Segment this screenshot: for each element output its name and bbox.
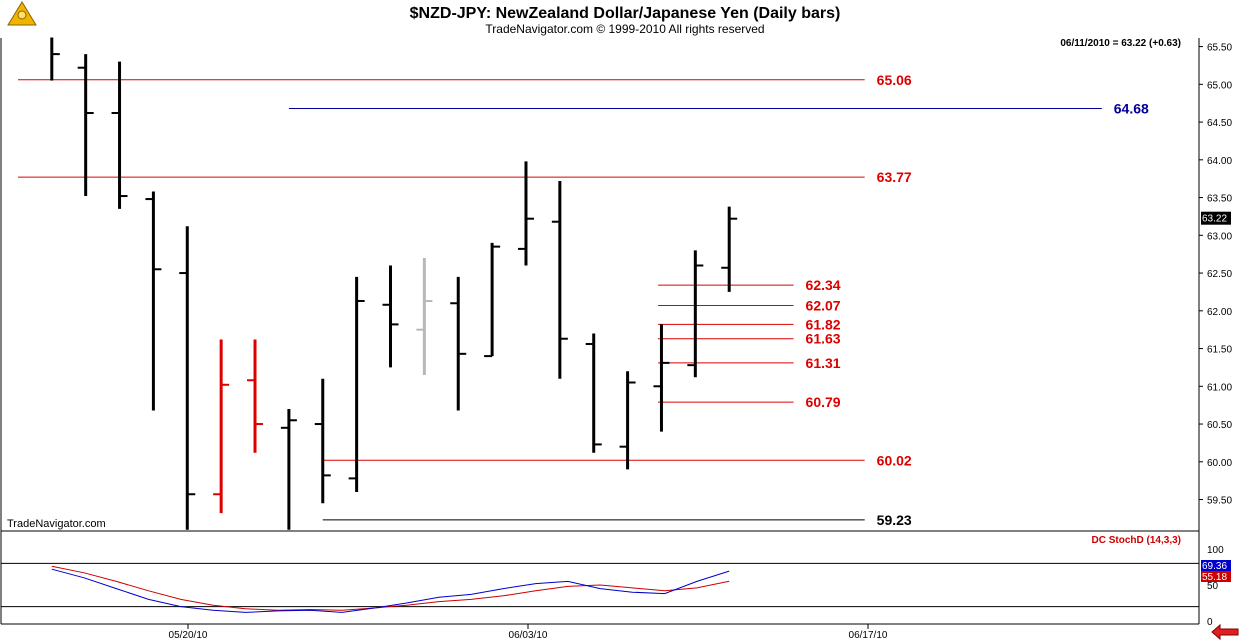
price-tick-label: 62.00 bbox=[1207, 307, 1232, 318]
level-label: 60.79 bbox=[806, 394, 841, 410]
last-price-label: 63.22 bbox=[1202, 214, 1227, 225]
date-tick-label: 05/20/10 bbox=[169, 630, 208, 641]
last-price-marker bbox=[1201, 211, 1231, 225]
level-label: 61.82 bbox=[806, 316, 841, 332]
price-tick-label: 59.50 bbox=[1207, 496, 1232, 507]
price-tick-label: 60.00 bbox=[1207, 458, 1232, 469]
stoch-d-line bbox=[51, 565, 730, 611]
stochastic-indicator: 100 50 0 bbox=[1, 545, 1224, 628]
level-label: 62.34 bbox=[806, 277, 841, 293]
price-axis-ticks: 65.50 65.00 64.50 64.00 63.50 63.00 62.50 62.00… bbox=[1199, 43, 1232, 507]
indicator-name: DC StochD (14,3,3) bbox=[1092, 535, 1181, 546]
indicator-tick-label: 100 bbox=[1207, 545, 1224, 556]
scroll-left-arrow-icon[interactable] bbox=[1211, 623, 1239, 641]
level-label: 65.06 bbox=[877, 72, 912, 88]
level-label: 59.23 bbox=[877, 512, 912, 528]
price-tick-label: 63.00 bbox=[1207, 231, 1232, 242]
date-axis-ticks: 05/20/10 06/03/10 06/17/10 bbox=[169, 624, 888, 641]
level-label: 61.31 bbox=[806, 355, 841, 371]
price-bars bbox=[50, 37, 738, 530]
last-price-info: 06/11/2010 = 63.22 (+0.63) bbox=[1060, 38, 1181, 49]
price-tick-label: 60.50 bbox=[1207, 420, 1232, 431]
stoch-d-value: 55.18 bbox=[1202, 572, 1227, 583]
watermark: TradeNavigator.com bbox=[7, 518, 106, 530]
level-label: 62.07 bbox=[806, 298, 841, 314]
level-label: 61.63 bbox=[806, 331, 841, 347]
date-tick-label: 06/17/10 bbox=[849, 630, 888, 641]
price-tick-label: 61.50 bbox=[1207, 345, 1232, 356]
indicator-tick-label: 0 bbox=[1207, 617, 1213, 628]
level-label: 60.02 bbox=[877, 452, 912, 468]
date-tick-label: 06/03/10 bbox=[509, 630, 548, 641]
tradenavigator-logo-icon bbox=[7, 1, 37, 26]
price-tick-label: 64.50 bbox=[1207, 118, 1232, 129]
price-tick-label: 61.00 bbox=[1207, 382, 1232, 393]
stoch-d-value-box bbox=[1201, 571, 1231, 582]
price-tick-label: 65.00 bbox=[1207, 80, 1232, 91]
stoch-k-value: 69.36 bbox=[1202, 561, 1227, 572]
price-tick-label: 65.50 bbox=[1207, 43, 1232, 54]
price-tick-label: 63.50 bbox=[1207, 194, 1232, 205]
stoch-k-line bbox=[51, 568, 730, 613]
level-label: 63.77 bbox=[877, 169, 912, 185]
stoch-k-value-box bbox=[1201, 560, 1231, 571]
indicator-tick-label: 50 bbox=[1207, 581, 1219, 592]
price-tick-label: 64.00 bbox=[1207, 156, 1232, 167]
level-label: 64.68 bbox=[1114, 100, 1149, 116]
chart-title: $NZD-JPY: NewZealand Dollar/Japanese Yen… bbox=[410, 5, 841, 22]
chart-subtitle: TradeNavigator.com © 1999-2010 All right… bbox=[485, 22, 764, 36]
price-tick-label: 62.50 bbox=[1207, 269, 1232, 280]
